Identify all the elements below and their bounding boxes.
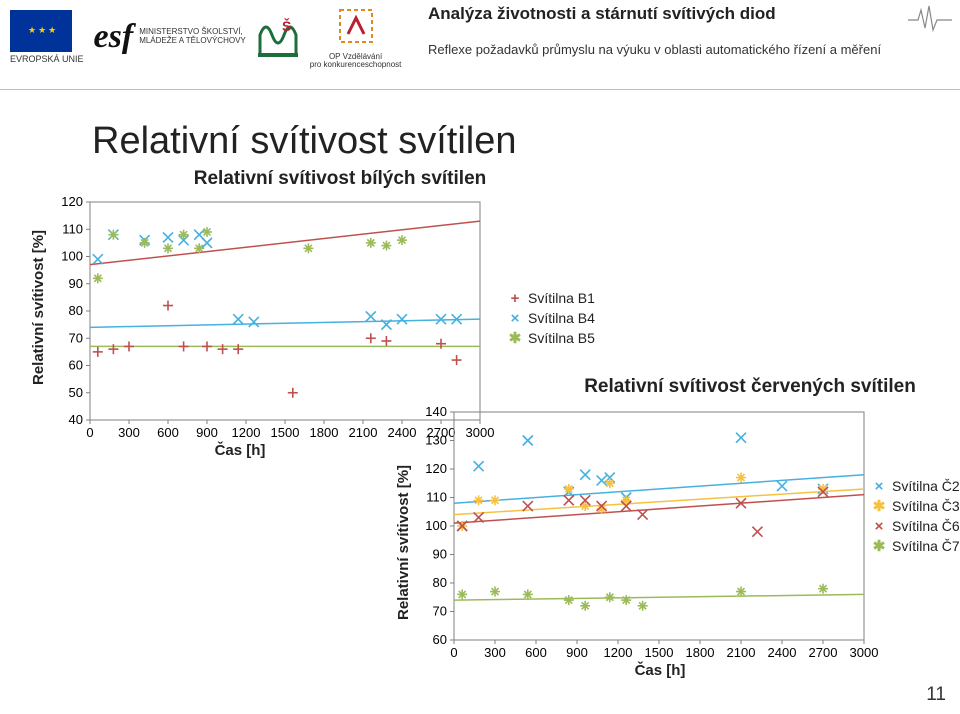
legend-marker-icon: ✱	[508, 331, 522, 346]
svg-text:80: 80	[433, 575, 447, 590]
svg-text:2400: 2400	[768, 645, 797, 660]
legend-label: Svítilna Č3	[892, 498, 960, 514]
svg-text:70: 70	[433, 604, 447, 619]
chart2-ylabel: Relativní svítivost [%]	[395, 465, 412, 620]
legend-marker-icon: ×	[872, 479, 886, 494]
ecg-icon	[908, 2, 952, 39]
legend-label: Svítilna Č7	[892, 538, 960, 554]
chart1-xlabel: Čas [h]	[160, 442, 320, 459]
svg-text:0: 0	[86, 425, 93, 440]
svg-text:120: 120	[61, 194, 83, 209]
ministry-line-2: MLÁDEŽE A TĚLOVÝCHOVY	[139, 37, 246, 46]
ministry-label: MINISTERSTVO ŠKOLSTVÍ, MLÁDEŽE A TĚLOVÝC…	[139, 28, 246, 46]
svg-text:Š: Š	[282, 17, 291, 34]
svg-text:3000: 3000	[850, 645, 879, 660]
svg-text:110: 110	[62, 221, 83, 236]
legend-item: + Svítilna B1	[508, 290, 595, 306]
legend-item: ✱ Svítilna Č3	[872, 498, 960, 514]
header-title: Analýza životnosti a stárnutí svítivých …	[428, 4, 948, 24]
page-header: EVROPSKÁ UNIE esf MINISTERSTVO ŠKOLSTVÍ,…	[0, 0, 960, 90]
svg-text:2100: 2100	[349, 425, 378, 440]
eu-logo: EVROPSKÁ UNIE	[10, 10, 84, 64]
svg-text:60: 60	[69, 358, 83, 373]
legend-marker-icon: ✱	[872, 539, 886, 554]
svg-text:600: 600	[525, 645, 547, 660]
legend-item: ✱ Svítilna Č7	[872, 538, 960, 554]
legend-marker-icon: ×	[872, 519, 886, 534]
svg-text:1500: 1500	[645, 645, 674, 660]
svg-text:300: 300	[118, 425, 140, 440]
svg-text:120: 120	[425, 461, 447, 476]
legend-marker-icon: +	[508, 291, 522, 306]
chart1-ylabel: Relativní svítivost [%]	[30, 230, 47, 385]
chart1-legend: + Svítilna B1 × Svítilna B4 ✱ Svítilna B5	[508, 290, 595, 350]
chart2-legend: × Svítilna Č2 ✱ Svítilna Č3 × Svítilna Č6 ✱ Sví…	[872, 478, 960, 558]
main-title: Relativní svítivost svítilen	[92, 120, 516, 163]
svg-text:130: 130	[425, 433, 447, 448]
legend-item: × Svítilna Č2	[872, 478, 960, 494]
svg-text:2700: 2700	[809, 645, 838, 660]
svg-text:50: 50	[69, 385, 83, 400]
eu-label: EVROPSKÁ UNIE	[10, 54, 84, 64]
msmt-logo-icon: Š	[252, 11, 304, 63]
esf-logo-icon: esf	[90, 18, 134, 56]
legend-item: × Svítilna B4	[508, 310, 595, 326]
svg-text:110: 110	[426, 490, 447, 505]
legend-item: × Svítilna Č6	[872, 518, 960, 534]
svg-text:1200: 1200	[604, 645, 633, 660]
svg-text:140: 140	[425, 404, 447, 419]
svg-text:40: 40	[69, 412, 83, 427]
op-logo-icon	[310, 4, 402, 53]
svg-text:2100: 2100	[727, 645, 756, 660]
svg-text:300: 300	[484, 645, 506, 660]
legend-item: ✱ Svítilna B5	[508, 330, 595, 346]
svg-text:90: 90	[433, 547, 447, 562]
op-logo: OP Vzdělávání pro konkurenceschopnost	[310, 4, 402, 69]
legend-marker-icon: ✱	[872, 499, 886, 514]
chart2: 60 70 80 90 100 110 120 130 140 0 300 600 900 1200 150…	[412, 402, 892, 662]
chart2-title: Relativní svítivost červených svítilen	[560, 376, 940, 398]
svg-text:90: 90	[69, 276, 83, 291]
svg-text:100: 100	[425, 518, 447, 533]
svg-text:1800: 1800	[310, 425, 339, 440]
svg-text:1200: 1200	[232, 425, 261, 440]
legend-label: Svítilna Č2	[892, 478, 960, 494]
svg-text:60: 60	[433, 632, 447, 647]
svg-text:70: 70	[69, 330, 83, 345]
legend-marker-icon: ×	[508, 311, 522, 326]
svg-text:900: 900	[566, 645, 588, 660]
legend-label: Svítilna B4	[528, 310, 595, 326]
svg-text:0: 0	[450, 645, 457, 660]
svg-text:100: 100	[61, 249, 83, 264]
svg-text:80: 80	[69, 303, 83, 318]
legend-label: Svítilna B1	[528, 290, 595, 306]
legend-label: Svítilna Č6	[892, 518, 960, 534]
svg-text:1800: 1800	[686, 645, 715, 660]
svg-text:600: 600	[157, 425, 179, 440]
legend-label: Svítilna B5	[528, 330, 595, 346]
eu-flag-icon	[10, 10, 72, 52]
chart2-xlabel: Čas [h]	[590, 662, 730, 679]
header-text: Analýza životnosti a stárnutí svítivých …	[428, 4, 948, 57]
page-number: 11	[926, 684, 946, 706]
op-label-2: pro konkurenceschopnost	[310, 61, 402, 69]
svg-text:900: 900	[196, 425, 218, 440]
header-subtitle: Reflexe požadavků průmyslu na výuku v ob…	[428, 42, 948, 57]
chart1-title: Relativní svítivost bílých svítilen	[180, 168, 500, 190]
svg-text:1500: 1500	[271, 425, 300, 440]
